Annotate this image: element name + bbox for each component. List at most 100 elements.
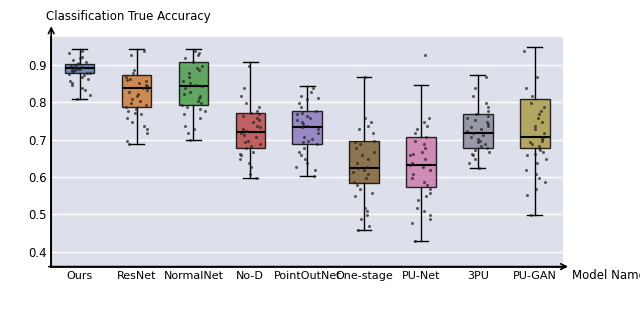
Point [121,75,131,80]
Point [410,131,420,135]
Point [483,114,493,119]
Point [200,108,210,113]
Point [189,127,200,132]
PathPatch shape [520,100,550,148]
Point [530,127,540,132]
Point [84,93,95,98]
Point [425,216,435,221]
Point [132,93,142,98]
Point [77,54,87,59]
Point [412,198,422,203]
Point [419,209,429,214]
Point [292,117,302,122]
Point [360,205,370,210]
Point [81,60,92,65]
Point [245,172,255,177]
Point [184,80,195,85]
Point [296,104,307,109]
Point [252,116,262,121]
PathPatch shape [463,114,493,148]
Point [351,145,361,150]
Point [462,129,472,134]
Point [306,90,316,95]
Point [298,140,308,145]
Point [420,145,431,150]
Point [67,68,77,73]
Point [313,131,323,135]
Point [135,99,145,104]
Point [182,104,192,109]
Point [468,93,478,98]
Point [184,75,195,80]
Point [483,149,493,154]
Point [252,123,262,128]
Text: Model Name: Model Name [572,269,640,282]
Point [425,187,435,192]
Point [534,112,545,117]
Point [422,123,432,128]
Point [525,213,536,218]
Point [141,84,152,89]
Point [140,82,150,87]
Point [420,157,430,162]
Point [72,62,82,67]
Point [360,116,371,121]
Point [70,67,80,72]
Point [246,110,257,115]
Point [83,77,93,82]
Point [474,138,484,143]
Point [180,56,190,61]
Point [127,119,137,124]
Point [68,58,78,63]
Point [122,116,132,121]
Point [366,119,376,124]
Point [525,140,535,145]
Point [471,112,481,117]
Point [239,86,249,91]
Point [349,194,360,199]
Point [124,142,134,147]
Point [123,108,133,113]
Point [177,103,188,108]
Point [136,112,146,117]
Point [362,213,372,218]
Point [468,131,478,135]
Point [412,127,422,132]
Point [312,142,323,147]
Point [241,145,252,150]
Point [363,172,373,177]
Point [68,69,78,74]
Point [535,147,545,152]
Point [481,75,491,80]
Point [478,132,488,137]
Point [188,60,198,65]
Point [536,119,547,124]
Point [297,110,307,115]
PathPatch shape [236,113,265,148]
Point [526,101,536,106]
Point [406,175,417,180]
Point [419,52,429,57]
Point [293,149,303,154]
Point [417,149,428,154]
Point [530,151,540,156]
Point [196,84,207,89]
Point [419,119,429,124]
Point [185,90,195,95]
Point [312,108,322,113]
Point [236,93,246,98]
Point [236,153,246,158]
Point [533,116,543,121]
Point [532,160,543,165]
Point [425,168,435,173]
Point [310,168,321,173]
Point [255,125,265,130]
Point [72,97,82,102]
Point [527,93,537,98]
Point [367,131,378,135]
Point [363,123,373,128]
Point [124,90,134,95]
Point [302,123,312,128]
Point [139,49,149,54]
Point [131,106,141,111]
